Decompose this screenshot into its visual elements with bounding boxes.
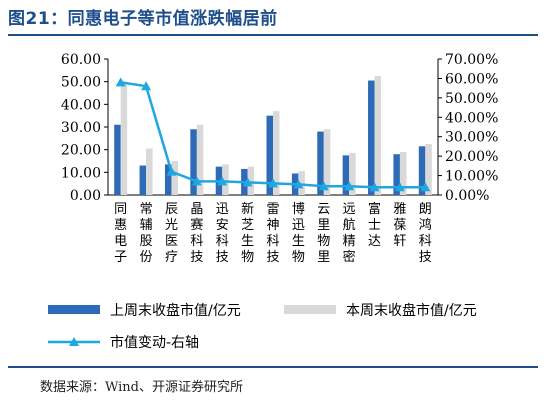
right-tick-label: 30.00% <box>445 130 498 146</box>
change-point <box>369 182 380 192</box>
change-point <box>242 177 253 187</box>
category-label: 博迅生物 <box>292 202 305 265</box>
right-tick-labels: 70.00% 60.00% 50.00% 40.00% 30.00% 20.00% 10.0… <box>438 52 498 204</box>
left-tick-label: 50.00 <box>61 75 101 91</box>
right-tick-label: 70.00% <box>445 52 498 68</box>
legend-swatch-last-week <box>48 305 100 314</box>
bar-last-week <box>368 80 375 195</box>
change-point <box>141 81 152 91</box>
category-label: 同惠电子 <box>114 202 127 265</box>
legend-label-change: 市值变动-右轴 <box>110 334 199 351</box>
category-label: 雅葆轩 <box>393 202 406 249</box>
category-label: 远航精密 <box>343 202 356 265</box>
bar-this-week <box>425 144 432 195</box>
category-label: 朗鸿科技 <box>419 202 432 265</box>
change-point <box>268 178 278 188</box>
bar-last-week <box>164 164 172 195</box>
bar-last-week <box>266 115 273 195</box>
change-point <box>344 181 355 191</box>
left-tick-label: 30.00 <box>61 120 101 136</box>
change-point <box>420 182 431 192</box>
bar-this-week <box>171 161 178 195</box>
left-tick-label: 20.00 <box>61 143 101 159</box>
bottom-rule <box>8 366 538 368</box>
right-tick-label: 60.00% <box>445 71 498 87</box>
category-label: 雷神科技 <box>266 202 279 265</box>
legend-marker-change <box>69 337 79 346</box>
left-tick-label: 0.00 <box>70 188 101 204</box>
bar-this-week <box>374 76 382 195</box>
legend-swatch-this-week <box>284 305 336 314</box>
change-point <box>318 181 329 191</box>
bar-last-week <box>139 165 147 195</box>
change-line <box>115 77 431 192</box>
left-tick-label: 10.00 <box>61 165 101 181</box>
bar-last-week <box>317 131 324 195</box>
bar-this-week <box>146 148 153 195</box>
category-label: 晶赛科技 <box>190 202 203 265</box>
category-label: 新芝生物 <box>241 201 254 265</box>
category-label: 辰光医疗 <box>165 202 178 265</box>
right-tick-label: 20.00% <box>445 149 498 165</box>
change-point <box>191 176 202 186</box>
right-tick-label: 10.00% <box>445 169 498 185</box>
bar-last-week <box>342 155 350 195</box>
bar-this-week <box>247 166 255 195</box>
change-point <box>293 179 304 189</box>
bar-this-week <box>273 111 280 195</box>
legend-label-this-week: 本周末收盘市值/亿元 <box>346 302 477 319</box>
bar-last-week <box>114 124 121 195</box>
change-point <box>394 182 405 192</box>
category-label: 富士达 <box>368 201 381 249</box>
category-label: 云里物里 <box>317 202 330 265</box>
category-label: 迅安科技 <box>216 202 229 265</box>
bar-this-week <box>298 171 305 195</box>
bar-this-week <box>120 83 128 195</box>
chart-title: 图21：同惠电子等市值涨跌幅居前 <box>8 9 278 29</box>
left-tick-labels: 60.00 50.00 40.00 30.00 20.00 10.00 0.00 <box>61 52 108 204</box>
right-tick-label: 40.00% <box>445 110 498 126</box>
bar-this-week <box>196 124 204 195</box>
bar-this-week <box>349 153 356 195</box>
source-note: 数据来源：Wind、开源证券研究所 <box>40 380 243 395</box>
left-tick-label: 60.00 <box>61 52 101 68</box>
left-tick-label: 40.00 <box>61 97 101 113</box>
category-labels: 同惠电子常辅股份辰光医疗晶赛科技迅安科技新芝生物雷神科技博迅生物云里物里远航精密… <box>114 201 432 265</box>
change-point <box>166 166 177 176</box>
right-tick-label: 0.00% <box>445 188 489 204</box>
bar-this-week <box>399 151 407 195</box>
title-rule <box>8 34 538 36</box>
right-tick-label: 50.00% <box>445 91 498 107</box>
category-label: 常辅股份 <box>140 202 153 265</box>
bar-last-week <box>393 154 400 195</box>
change-point <box>115 77 126 87</box>
bar-last-week <box>190 129 197 195</box>
legend-label-last-week: 上周末收盘市值/亿元 <box>110 302 241 319</box>
bar-this-week <box>222 164 229 195</box>
bar-this-week <box>323 129 331 195</box>
change-point <box>217 176 228 186</box>
bar-last-week <box>418 146 426 195</box>
